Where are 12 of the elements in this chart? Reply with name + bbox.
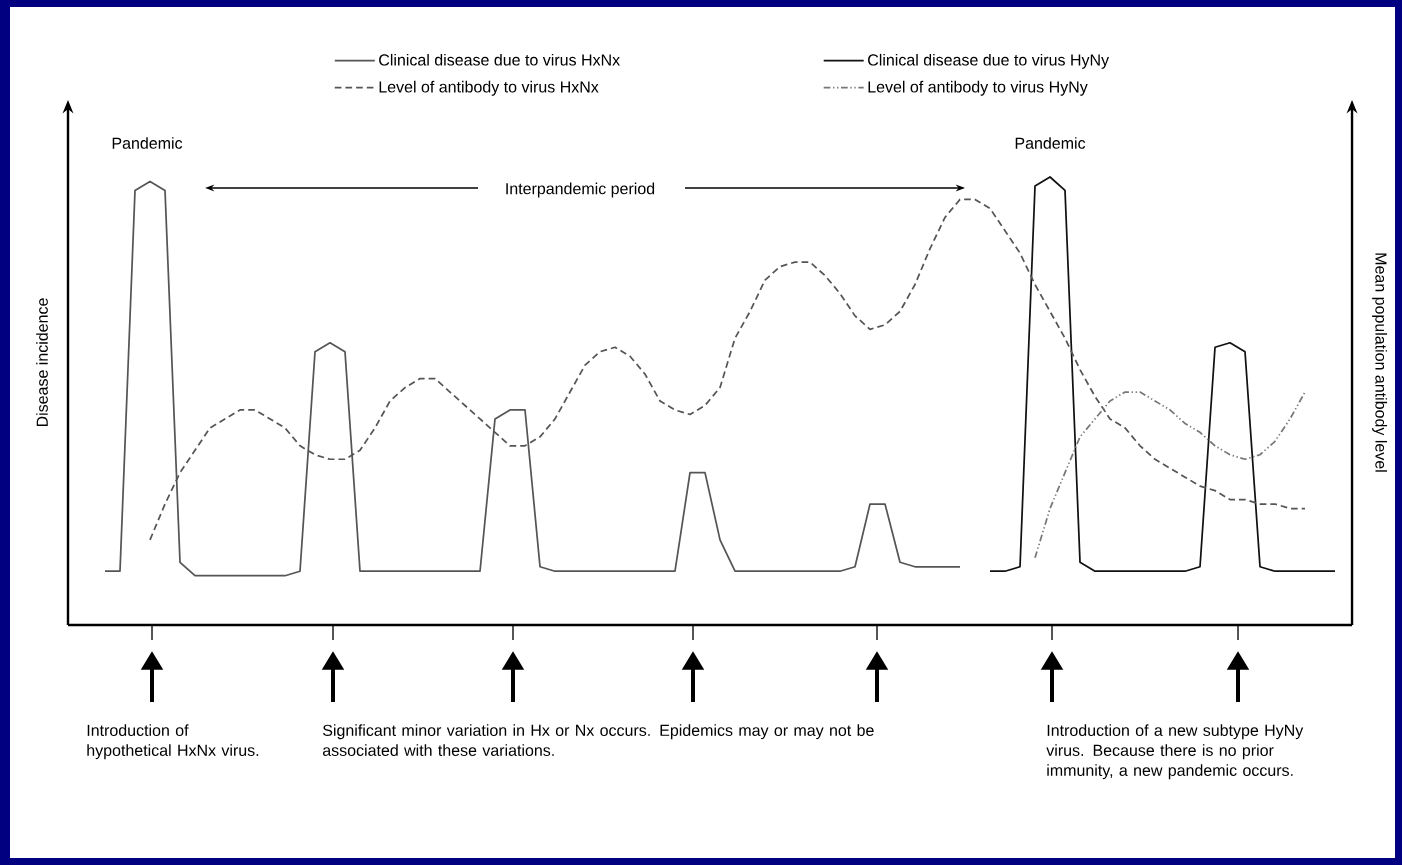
y-axis-title: Disease incidence — [36, 298, 48, 427]
y2-axis-title: Mean population antibody level — [1372, 253, 1388, 472]
text: Introduction of hypothetical HxNx virus. — [87, 724, 259, 760]
text: Significant minor variation in Hx or Nx occurs. Epidemics may or may not be associated with these variations. — [322, 724, 874, 757]
legend-label: Level of antibody to virus HxNx — [379, 80, 599, 96]
legend-label: Level of antibody to virus HyNy — [868, 80, 1088, 96]
text: Introduction of a new subtype HyNy virus. Because there is no prior immunity, a new pandemic occurs. — [1046, 724, 1304, 780]
legend-label: Clinical disease due to virus HyNy — [868, 53, 1110, 69]
legend-label: Clinical disease due to virus HxNx — [379, 53, 620, 66]
text: Pandemic — [112, 137, 183, 149]
annotation: Interpandemic period — [506, 182, 655, 198]
text: Pandemic — [1015, 137, 1086, 149]
